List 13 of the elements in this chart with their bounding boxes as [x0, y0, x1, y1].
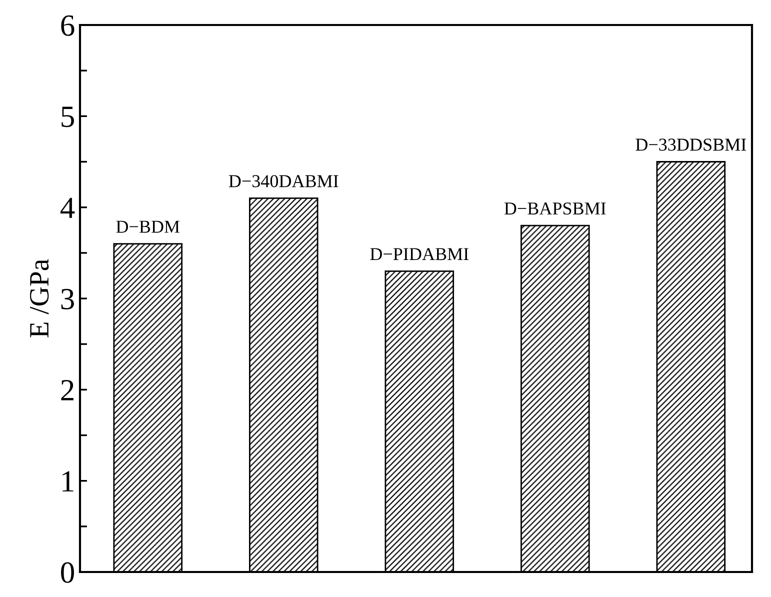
- y-tick-label: 1: [62, 471, 74, 492]
- y-tick-label: 2: [61, 380, 74, 400]
- y-tick-label: 6: [61, 15, 74, 36]
- x-tick-label: D−BAPSBMI: [504, 202, 606, 215]
- x-tick-label: D−PIDABMI: [370, 248, 468, 260]
- y-tick-label: 3: [61, 288, 74, 310]
- x-tick-label: D−BDM: [116, 220, 180, 233]
- y-tick-label: 4: [60, 198, 75, 218]
- y-tick-label: 5: [62, 106, 74, 128]
- y-axis-title: E /GPa: [30, 259, 49, 338]
- x-tick-label: D−33DDSBMI: [636, 138, 746, 151]
- x-tick-label: D−340DABMI: [228, 175, 338, 188]
- y-tick-label: 0: [61, 562, 74, 583]
